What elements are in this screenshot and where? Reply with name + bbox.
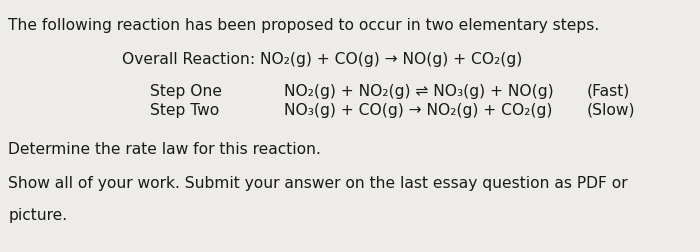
Text: Overall Reaction: NO₂(g) + CO(g) → NO(g) + CO₂(g): Overall Reaction: NO₂(g) + CO(g) → NO(g)…: [122, 52, 523, 67]
Text: Show all of your work. Submit your answer on the last essay question as PDF or: Show all of your work. Submit your answe…: [8, 175, 628, 190]
Text: Step One: Step One: [150, 84, 223, 99]
Text: picture.: picture.: [8, 207, 67, 222]
Text: Determine the rate law for this reaction.: Determine the rate law for this reaction…: [8, 141, 321, 156]
Text: Step Two: Step Two: [150, 103, 220, 117]
Text: NO₃(g) + CO(g) → NO₂(g) + CO₂(g): NO₃(g) + CO(g) → NO₂(g) + CO₂(g): [284, 103, 552, 117]
Text: (Fast): (Fast): [587, 84, 630, 99]
Text: NO₂(g) + NO₂(g) ⇌ NO₃(g) + NO(g): NO₂(g) + NO₂(g) ⇌ NO₃(g) + NO(g): [284, 84, 553, 99]
Text: (Slow): (Slow): [587, 103, 635, 117]
Text: The following reaction has been proposed to occur in two elementary steps.: The following reaction has been proposed…: [8, 18, 600, 33]
